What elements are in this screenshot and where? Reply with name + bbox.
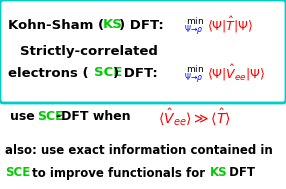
Text: use: use <box>10 111 39 123</box>
Text: $\Psi\!\rightarrow\!\rho$: $\Psi\!\rightarrow\!\rho$ <box>184 71 204 84</box>
Text: $\Psi\!\rightarrow\!\rho$: $\Psi\!\rightarrow\!\rho$ <box>184 23 204 36</box>
Text: Strictly-correlated: Strictly-correlated <box>20 44 158 57</box>
Text: electrons (: electrons ( <box>8 67 89 80</box>
Text: $\min$: $\min$ <box>186 15 204 26</box>
Text: Kohn-Sham (: Kohn-Sham ( <box>8 19 104 32</box>
FancyBboxPatch shape <box>0 0 286 103</box>
Text: KS: KS <box>103 19 123 32</box>
Text: to improve functionals for: to improve functionals for <box>28 167 209 180</box>
Text: $\langle\hat{V}_{ee}\rangle \gg \langle\hat{T}\rangle$: $\langle\hat{V}_{ee}\rangle \gg \langle\… <box>158 106 231 128</box>
Text: ) DFT:: ) DFT: <box>113 67 158 80</box>
Text: KS: KS <box>210 167 228 180</box>
Text: -DFT when: -DFT when <box>56 111 131 123</box>
Text: $\langle\Psi|\hat{T}|\Psi\rangle$: $\langle\Psi|\hat{T}|\Psi\rangle$ <box>207 15 253 35</box>
Text: SCE: SCE <box>94 67 122 80</box>
Text: $\langle\Psi|\hat{V}_{ee}|\Psi\rangle$: $\langle\Psi|\hat{V}_{ee}|\Psi\rangle$ <box>207 63 265 83</box>
Text: SCE: SCE <box>37 111 63 123</box>
Text: $\min$: $\min$ <box>186 64 204 74</box>
Text: SCE: SCE <box>5 167 30 180</box>
Text: DFT: DFT <box>225 167 255 180</box>
Text: ) DFT:: ) DFT: <box>119 19 164 32</box>
Text: also: use exact information contained in: also: use exact information contained in <box>5 145 273 157</box>
